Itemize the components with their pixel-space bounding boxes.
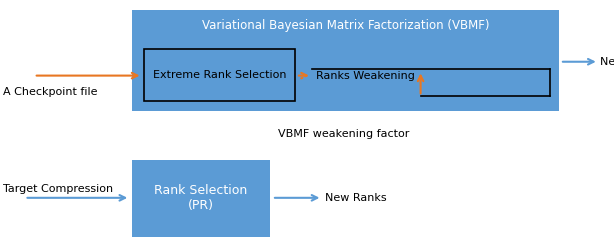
FancyBboxPatch shape [132,10,559,111]
Text: Ranks Weakening: Ranks Weakening [316,71,415,81]
Text: New Ranks: New Ranks [600,57,614,67]
Text: Target Compression: Target Compression [3,184,113,195]
Text: Rank Selection
(PR): Rank Selection (PR) [155,184,247,212]
Text: VBMF weakening factor: VBMF weakening factor [278,129,410,139]
FancyBboxPatch shape [132,160,270,237]
Text: A Checkpoint file: A Checkpoint file [3,87,98,97]
Text: Variational Bayesian Matrix Factorization (VBMF): Variational Bayesian Matrix Factorizatio… [201,19,489,32]
Text: New Ranks: New Ranks [325,193,387,203]
Text: Extreme Rank Selection: Extreme Rank Selection [153,70,286,80]
